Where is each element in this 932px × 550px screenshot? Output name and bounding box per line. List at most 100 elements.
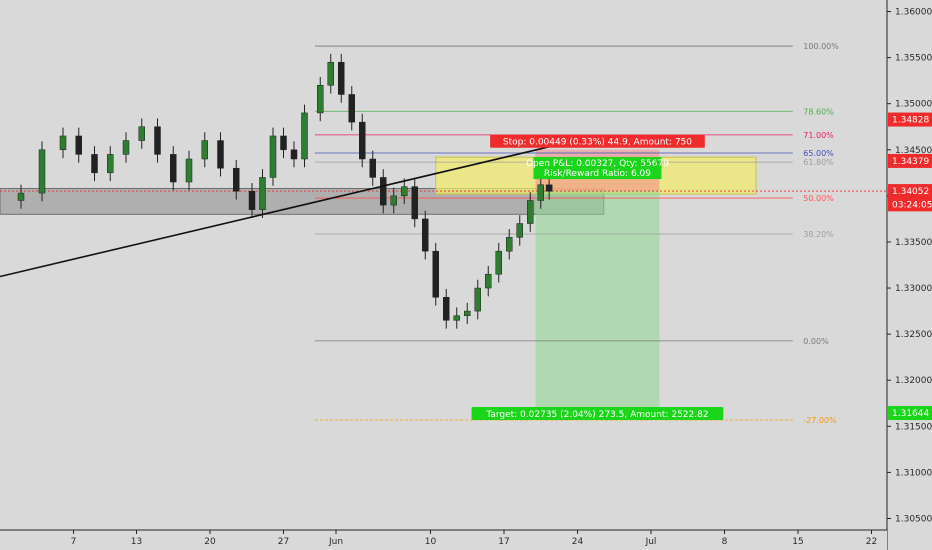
candle[interactable] (280, 127, 287, 159)
candle[interactable] (217, 132, 224, 177)
candle[interactable] (338, 53, 345, 103)
candle-body (348, 94, 355, 123)
y-tick-label: 1.32500 (895, 330, 932, 340)
time-axis[interactable] (0, 530, 887, 550)
candle[interactable] (545, 176, 553, 200)
candle[interactable] (443, 288, 450, 329)
price-badge-label: 1.34052 (892, 187, 929, 197)
candle-body (217, 140, 224, 169)
candle[interactable] (269, 127, 277, 186)
risk-reward-label: Risk/Reward Ratio: 6.09 (544, 169, 651, 179)
candle-body (38, 149, 46, 194)
candle-body (290, 149, 298, 160)
candle[interactable] (201, 132, 208, 168)
candle[interactable] (506, 229, 513, 260)
x-tick-label: 13 (131, 537, 142, 547)
target-zone[interactable] (535, 191, 660, 414)
candle-body (201, 140, 208, 160)
candle[interactable] (259, 169, 266, 218)
price-badge (888, 197, 932, 212)
candle[interactable] (301, 104, 308, 168)
candle-body (17, 192, 25, 201)
candle[interactable] (422, 210, 429, 260)
candle-body (185, 158, 193, 183)
candle-body (464, 310, 471, 316)
x-tick-label: 10 (425, 537, 437, 547)
stop-label-bg (490, 134, 705, 148)
candle[interactable] (91, 146, 98, 182)
candle[interactable] (233, 159, 240, 200)
candle-body (269, 135, 277, 178)
x-tick-label: 15 (792, 537, 803, 547)
candle-body (233, 167, 240, 192)
candle-body (443, 297, 450, 321)
candle-body (516, 223, 523, 238)
candle[interactable] (122, 132, 130, 163)
candle[interactable] (154, 118, 161, 163)
candle[interactable] (495, 242, 502, 283)
candle[interactable] (317, 76, 324, 122)
candle-body (495, 250, 502, 275)
candle-body (248, 191, 256, 210)
candle[interactable] (516, 215, 523, 246)
candle-body (154, 126, 161, 155)
candle-body (138, 126, 145, 141)
candle[interactable] (138, 118, 145, 149)
candle-body (317, 85, 324, 114)
candle[interactable] (359, 113, 366, 168)
candle[interactable] (474, 279, 481, 320)
candle[interactable] (290, 141, 298, 168)
candle-body (369, 158, 376, 178)
price-badge-label: 1.31644 (892, 409, 929, 419)
y-tick-label: 1.34500 (895, 146, 932, 156)
candle[interactable] (348, 86, 355, 131)
candle[interactable] (537, 176, 544, 209)
candle[interactable] (59, 127, 67, 159)
candle[interactable] (327, 53, 334, 94)
candle[interactable] (527, 192, 534, 232)
fib-level-label: 61.80% (803, 158, 834, 167)
price-axis[interactable] (887, 0, 932, 550)
y-tick-label: 1.31500 (895, 422, 932, 432)
fib-level-label: -27.00% (803, 416, 837, 425)
candle[interactable] (369, 150, 376, 186)
candle[interactable] (185, 150, 193, 191)
candle-body (170, 154, 177, 183)
y-tick-label: 1.33000 (895, 284, 932, 294)
candle-body (401, 186, 408, 197)
fib-level-label: 100.00% (803, 42, 839, 51)
y-tick-label: 1.30500 (895, 514, 932, 524)
price-badge-label: 1.34379 (892, 157, 929, 167)
open-pnl-bg (533, 157, 662, 180)
target-label-bg (471, 407, 724, 421)
candle[interactable] (485, 265, 492, 297)
candle-body (453, 315, 460, 321)
candle-body (338, 61, 345, 95)
x-tick-label: Jun (328, 537, 343, 547)
candle[interactable] (107, 146, 114, 182)
candle[interactable] (170, 146, 177, 191)
x-tick-label: 20 (204, 537, 216, 547)
candle[interactable] (453, 307, 460, 329)
y-tick-label: 1.33500 (895, 238, 932, 248)
candle[interactable] (75, 127, 82, 163)
candle[interactable] (380, 169, 387, 214)
trendline[interactable] (0, 143, 562, 278)
plot-background (0, 0, 887, 530)
candle-body (301, 112, 308, 160)
price-badge (888, 112, 932, 127)
candle-body (545, 184, 553, 192)
candle[interactable] (401, 178, 408, 205)
candle[interactable] (390, 187, 397, 214)
candle[interactable] (17, 184, 25, 209)
candle-body (485, 273, 492, 289)
price-badge-label: 03:24:05 (892, 200, 932, 210)
candle[interactable] (411, 178, 418, 228)
x-tick-label: 22 (866, 537, 877, 547)
candle[interactable] (248, 182, 256, 218)
candle[interactable] (432, 242, 439, 306)
candle[interactable] (464, 302, 471, 324)
candle[interactable] (38, 141, 46, 202)
